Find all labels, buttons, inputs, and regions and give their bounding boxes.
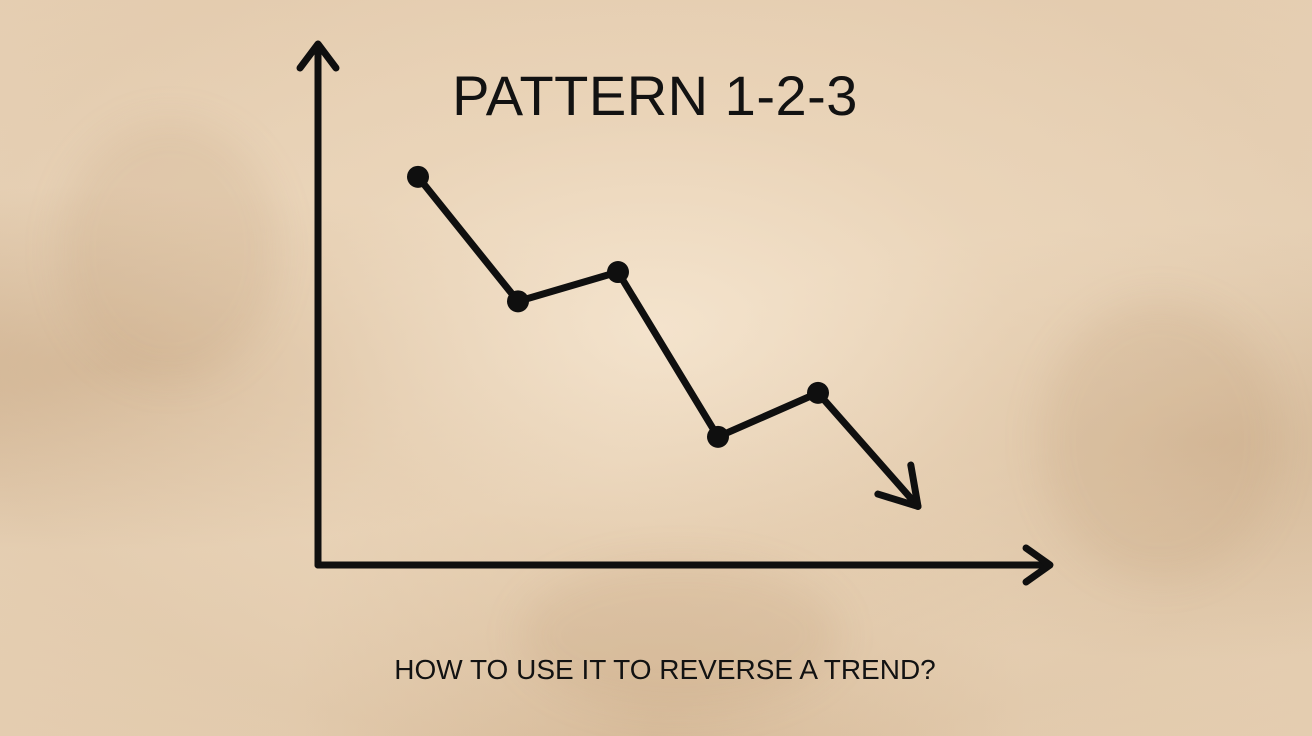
series-layer bbox=[407, 165, 922, 510]
trend-arrowhead bbox=[874, 461, 922, 510]
series-line bbox=[414, 173, 922, 510]
data-point bbox=[707, 425, 729, 448]
chart-title: PATTERN 1-2-3 bbox=[452, 64, 858, 127]
data-point bbox=[407, 165, 429, 188]
x-axis bbox=[314, 544, 1054, 586]
paper-stain bbox=[1040, 300, 1280, 580]
paper-stain bbox=[520, 560, 840, 710]
y-axis bbox=[296, 40, 340, 569]
data-point bbox=[807, 381, 829, 404]
data-point bbox=[507, 290, 529, 313]
chart-subtitle: HOW TO USE IT TO REVERSE A TREND? bbox=[394, 654, 936, 685]
paper-stain bbox=[60, 120, 280, 380]
data-point bbox=[607, 261, 629, 284]
